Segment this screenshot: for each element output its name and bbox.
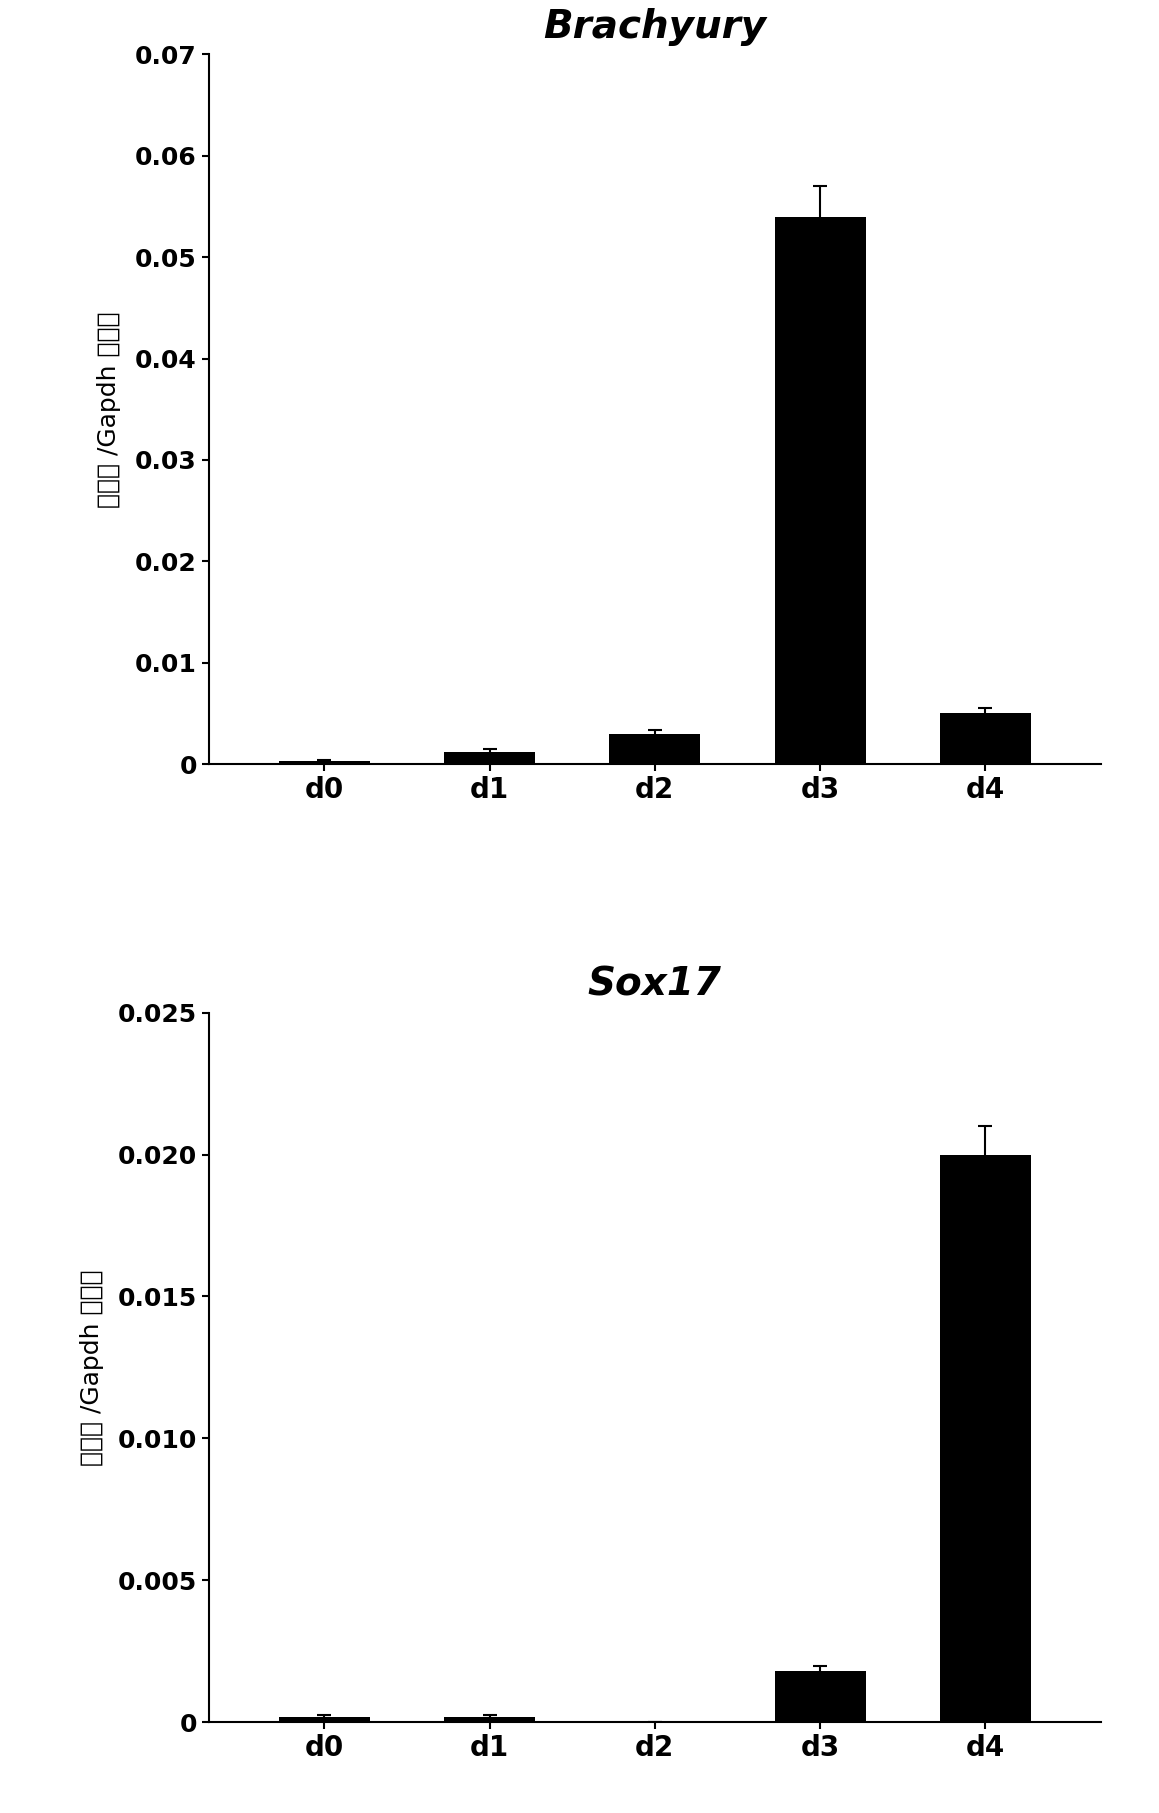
Bar	[444, 752, 535, 763]
Y-axis label: 拷贝数 /Gapdh 拷贝数: 拷贝数 /Gapdh 拷贝数	[80, 1269, 103, 1465]
Y-axis label: 拷贝数 /Gapdh 拷贝数: 拷贝数 /Gapdh 拷贝数	[97, 312, 121, 508]
Bar	[774, 1672, 866, 1722]
Title: Brachyury: Brachyury	[544, 7, 766, 45]
Bar	[279, 761, 370, 763]
Bar	[940, 714, 1030, 763]
Bar	[774, 216, 866, 763]
Title: Sox17: Sox17	[588, 966, 722, 1004]
Bar	[940, 1155, 1030, 1722]
Bar	[279, 1717, 370, 1722]
Bar	[610, 734, 700, 763]
Bar	[444, 1717, 535, 1722]
